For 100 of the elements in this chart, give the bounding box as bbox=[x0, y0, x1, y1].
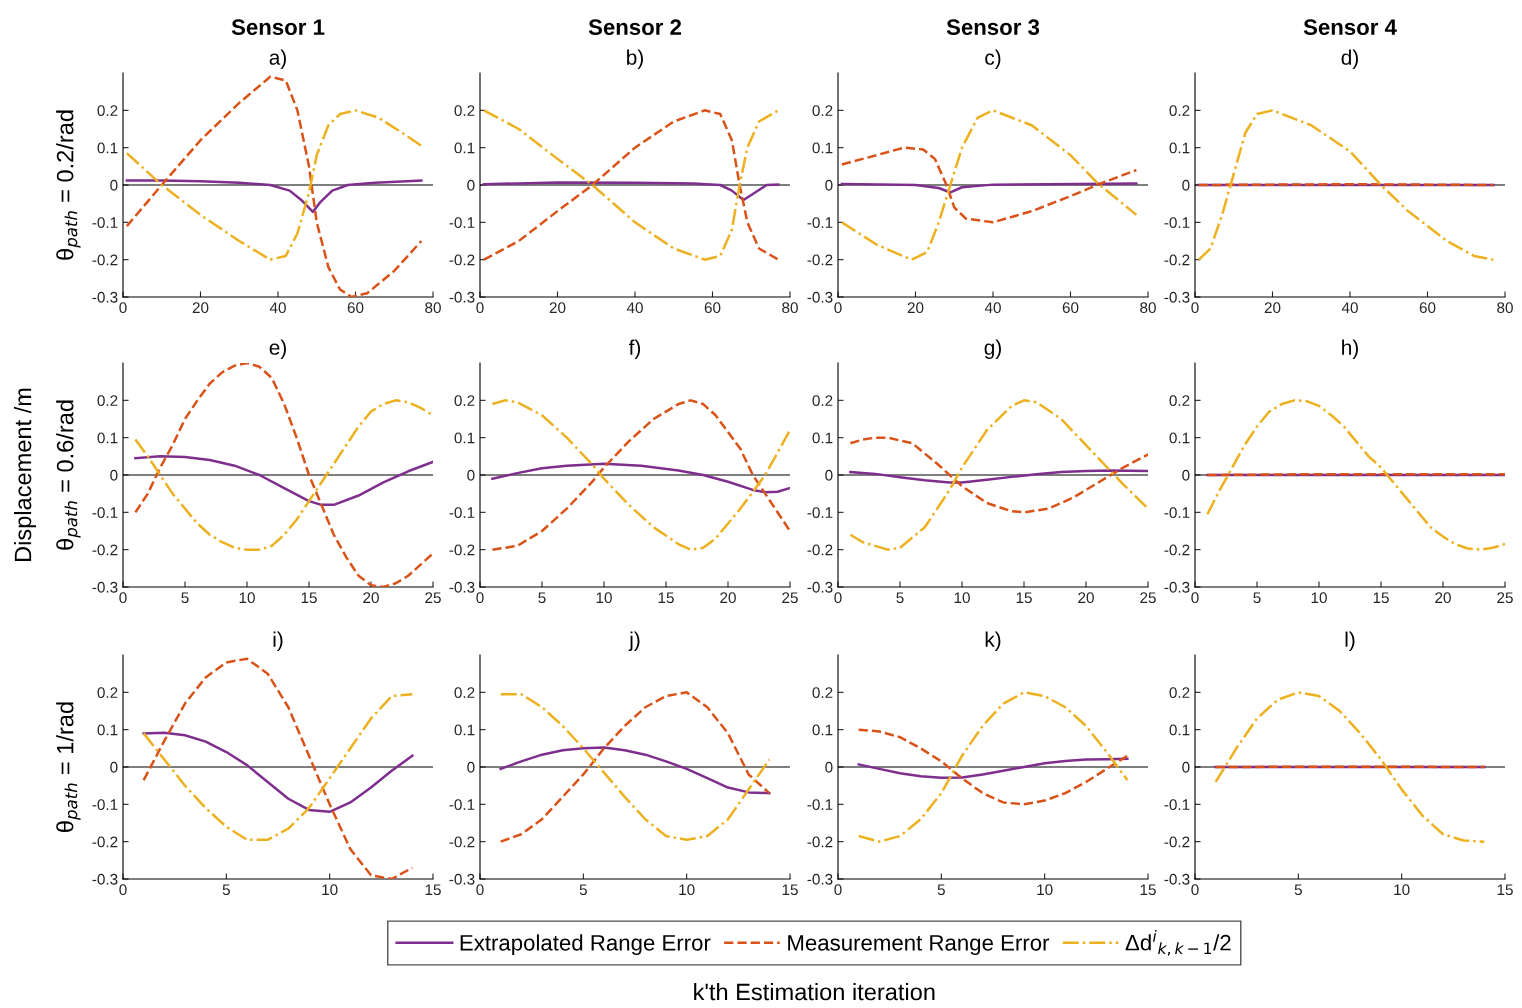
y-tick-label: 0.1 bbox=[97, 142, 118, 154]
y-tick-label: -0.1 bbox=[92, 217, 118, 229]
y-tick-label: -0.3 bbox=[92, 873, 118, 885]
y-tick-label: 0 bbox=[110, 179, 118, 191]
y-tick-label: -0.2 bbox=[1164, 836, 1190, 848]
y-tick-label: 0.2 bbox=[454, 395, 475, 407]
y-tick-label: 0.1 bbox=[1169, 142, 1190, 154]
chart-title: g) bbox=[984, 339, 1001, 359]
y-tick-label: 0.1 bbox=[97, 432, 118, 444]
y-tick-label: -0.3 bbox=[807, 873, 833, 885]
legend-label: Measurement Range Error bbox=[788, 935, 1050, 956]
y-tick-label: -0.3 bbox=[449, 291, 475, 303]
y-tick-label: -0.3 bbox=[92, 581, 118, 593]
x-tick-label: 60 bbox=[704, 302, 721, 314]
x-tick-label: 10 bbox=[239, 592, 255, 604]
chart-title: Sensor 4 bbox=[1303, 19, 1397, 36]
x-tick-label: 80 bbox=[1497, 302, 1513, 314]
x-tick-label: 10 bbox=[679, 884, 695, 896]
y-tick-label: 0.1 bbox=[454, 142, 475, 154]
y-tick-label: 0.1 bbox=[812, 142, 833, 154]
y-axis-title: θ$_{path}$ = 0.6/rad bbox=[56, 400, 81, 550]
y-tick-label: 0.2 bbox=[1169, 687, 1190, 699]
chart-title: e) bbox=[269, 339, 286, 359]
x-tick-label: 40 bbox=[1341, 302, 1358, 314]
x-tick-label: 10 bbox=[596, 592, 612, 604]
x-tick-label: 0 bbox=[119, 884, 127, 896]
y-tick-label: -0.2 bbox=[807, 544, 833, 556]
chart-title: k) bbox=[985, 631, 1001, 651]
y-tick-label: -0.1 bbox=[449, 507, 475, 519]
x-tick-label: 40 bbox=[626, 302, 643, 314]
text: k'th Estimation iteration bbox=[694, 982, 935, 1001]
x-tick-label: 15 bbox=[1140, 884, 1156, 896]
x-tick-label: 0 bbox=[1191, 592, 1199, 604]
y-tick-label: -0.3 bbox=[807, 581, 833, 593]
y-tick-label: -0.1 bbox=[449, 799, 475, 811]
x-tick-label: 20 bbox=[363, 592, 379, 604]
y-tick-label: 0 bbox=[110, 761, 118, 773]
x-tick-label: 10 bbox=[954, 592, 970, 604]
x-tick-label: 5 bbox=[1253, 592, 1261, 604]
chart-title: l) bbox=[1345, 631, 1355, 651]
legend-label: Extrapolated Range Error bbox=[460, 934, 711, 956]
y-tick-label: 0.1 bbox=[812, 432, 833, 444]
y-tick-label: -0.2 bbox=[92, 254, 118, 266]
y-tick-label: -0.2 bbox=[449, 544, 475, 556]
text: Displacement /m bbox=[14, 388, 37, 561]
y-tick-label: 0 bbox=[467, 761, 475, 773]
y-tick-label: -0.1 bbox=[92, 799, 118, 811]
chart-title: h) bbox=[1342, 339, 1358, 359]
x-tick-label: 40 bbox=[984, 302, 1001, 314]
x-tick-label: 20 bbox=[549, 302, 566, 314]
y-tick-label: 0.2 bbox=[454, 687, 475, 699]
x-tick-label: 0 bbox=[476, 884, 484, 896]
x-tick-label: 0 bbox=[476, 302, 484, 314]
x-tick-label: 10 bbox=[1037, 884, 1053, 896]
x-tick-label: 20 bbox=[1078, 592, 1094, 604]
chart-subtitle: d) bbox=[1341, 49, 1358, 69]
y-tick-label: 0.2 bbox=[454, 105, 475, 117]
x-tick-label: 5 bbox=[1294, 884, 1302, 896]
y-tick-label: 0.2 bbox=[1169, 395, 1190, 407]
y-tick-label: -0.3 bbox=[449, 873, 475, 885]
y-axis-title: θ$_{path}$ = 1/rad bbox=[56, 702, 81, 833]
y-tick-label: -0.1 bbox=[807, 507, 833, 519]
x-tick-label: 15 bbox=[1497, 884, 1513, 896]
y-tick-label: 0.2 bbox=[97, 105, 118, 117]
y-tick-label: -0.2 bbox=[92, 836, 118, 848]
x-tick-label: 15 bbox=[658, 592, 674, 604]
y-tick-label: 0 bbox=[1182, 179, 1190, 191]
x-tick-label: 20 bbox=[907, 302, 924, 314]
chart-title: j) bbox=[628, 631, 640, 651]
y-tick-label: 0.1 bbox=[1169, 724, 1190, 736]
legend-label: Δd$^{i}$$_{k,k−1}$/2 bbox=[1125, 930, 1231, 956]
x-tick-label: 5 bbox=[538, 592, 546, 604]
x-tick-label: 5 bbox=[579, 884, 587, 896]
x-tick-label: 15 bbox=[1373, 592, 1389, 604]
y-tick-label: -0.1 bbox=[92, 507, 118, 519]
x-tick-label: 0 bbox=[119, 592, 127, 604]
y-tick-label: -0.2 bbox=[807, 836, 833, 848]
y-tick-label: 0.2 bbox=[812, 395, 833, 407]
x-tick-label: 0 bbox=[476, 592, 484, 604]
y-tick-label: 0 bbox=[825, 469, 833, 481]
y-tick-label: 0 bbox=[1182, 761, 1190, 773]
x-tick-label: 20 bbox=[1264, 302, 1281, 314]
y-tick-label: -0.3 bbox=[807, 291, 833, 303]
y-tick-label: 0.1 bbox=[454, 724, 475, 736]
y-tick-label: 0.1 bbox=[812, 724, 833, 736]
y-tick-label: -0.1 bbox=[807, 799, 833, 811]
chart-subtitle: a) bbox=[269, 49, 286, 69]
x-tick-label: 20 bbox=[1435, 592, 1451, 604]
x-tick-label: 60 bbox=[1419, 302, 1436, 314]
x-tick-label: 5 bbox=[181, 592, 189, 604]
y-tick-label: 0 bbox=[467, 469, 475, 481]
x-tick-label: 0 bbox=[834, 592, 842, 604]
y-tick-label: -0.3 bbox=[1164, 873, 1190, 885]
x-tick-label: 80 bbox=[1140, 302, 1156, 314]
x-tick-label: 0 bbox=[1191, 884, 1199, 896]
y-tick-label: 0.2 bbox=[97, 395, 118, 407]
y-tick-label: -0.1 bbox=[1164, 507, 1190, 519]
y-tick-label: -0.1 bbox=[807, 217, 833, 229]
y-tick-label: -0.3 bbox=[1164, 291, 1190, 303]
x-tick-label: 15 bbox=[425, 884, 441, 896]
